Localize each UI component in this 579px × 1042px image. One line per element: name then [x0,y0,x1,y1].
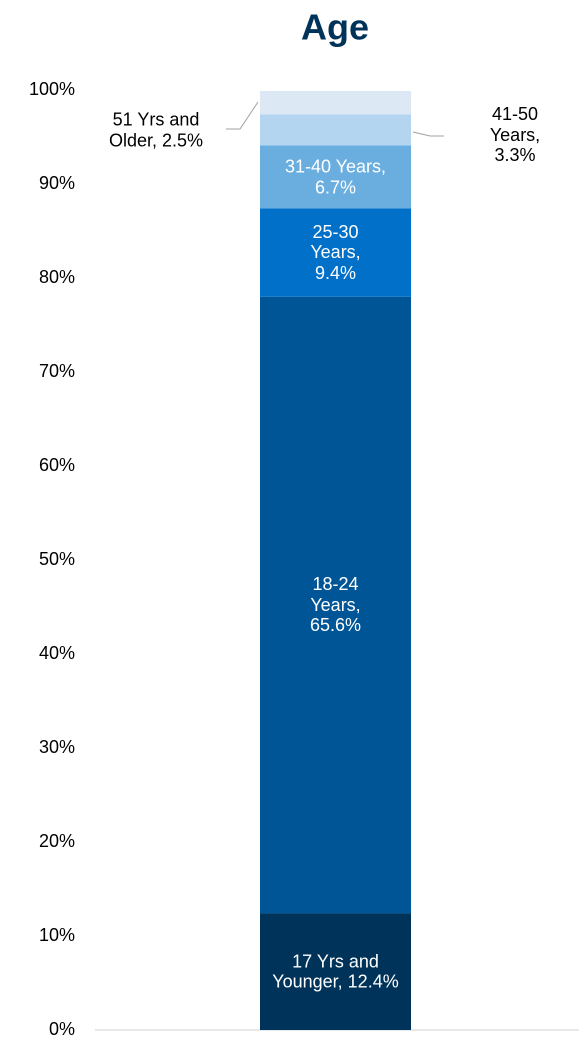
data-label: 51 Yrs and Older, 2.5% [108,109,204,150]
y-tick-label: 100% [29,79,75,99]
data-label: 18-24 Years, 65.6% [309,574,362,636]
bar-segment [260,114,411,146]
bar-segment [260,145,411,209]
y-tick-label: 0% [49,1019,75,1039]
y-tick-label: 60% [39,455,75,475]
y-tick-label: 80% [39,267,75,287]
y-tick-label: 90% [39,173,75,193]
data-label: 25-30 Years, 9.4% [310,221,361,283]
y-tick-label: 10% [39,925,75,945]
bar-segment [260,90,411,115]
y-tick-label: 40% [39,643,75,663]
leader-line [412,131,444,137]
data-label: 41-50 Years, 3.3% [489,103,541,166]
y-tick-label: 70% [39,361,75,381]
data-label: 17 Yrs and Younger, 12.4% [272,951,399,992]
y-tick-label: 30% [39,737,75,757]
data-label: 31-40 Years, 6.7% [284,156,387,197]
leader-line [226,101,259,130]
bar-segment [260,296,411,914]
y-tick-label: 20% [39,831,75,851]
y-tick-label: 50% [39,549,75,569]
bar-segment [260,913,411,1030]
bar-segment [260,208,411,297]
chart-title: Age [301,7,369,48]
